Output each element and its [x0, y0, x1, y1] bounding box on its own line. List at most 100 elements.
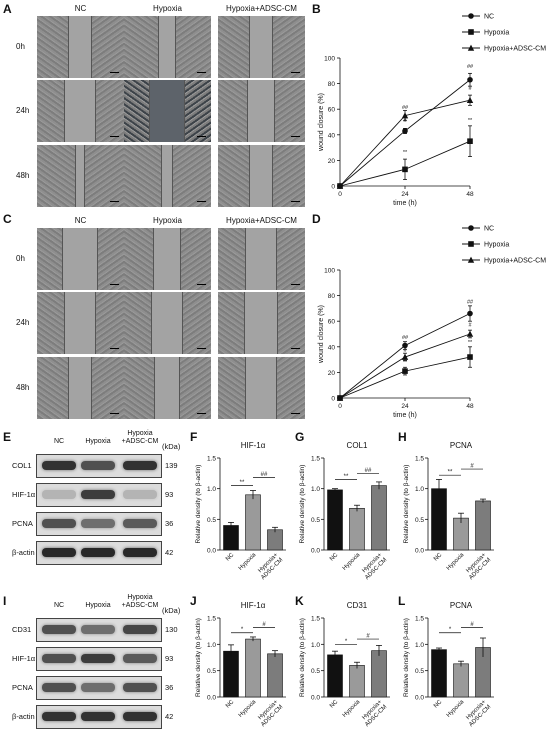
- bar: [431, 488, 447, 551]
- x-tick-label: NC: [329, 552, 340, 563]
- significance-mark: *: [345, 639, 348, 645]
- significance-mark: **: [403, 359, 408, 365]
- significance-mark: #: [468, 86, 472, 92]
- bar: [349, 665, 365, 698]
- micrograph-cell: [218, 16, 305, 78]
- kda-value: 36: [165, 519, 174, 528]
- scale-bar: [197, 413, 206, 414]
- lane-header: Hypoxia +ADSC-CM: [118, 430, 162, 446]
- data-point: [402, 166, 408, 173]
- western-blot-i: NC Hypoxia Hypoxia +ADSC-CM (kDa) CD31 130 HIF-…: [0, 594, 190, 737]
- significance-mark: #: [470, 464, 474, 470]
- lane-header: Hypoxia: [76, 438, 120, 446]
- bar-chart-l: PCNA 0.0 0.5 1.0 1.5 Relative density (to β-a…: [403, 601, 494, 728]
- column-header: Hypoxia: [153, 4, 182, 13]
- x-axis-label: time (h): [393, 200, 417, 207]
- lane-header-line: +ADSC-CM: [121, 602, 159, 609]
- cell-layer: [124, 357, 154, 419]
- x-tick-label-group: Hypoxia+ADSC-CM: [257, 699, 284, 728]
- micrograph-cell: [124, 357, 211, 419]
- panel-label-h: H: [398, 430, 407, 444]
- x-tick-label: Hypoxia: [342, 552, 362, 572]
- legend-marker: [467, 44, 475, 51]
- scale-bar: [197, 72, 206, 73]
- data-point: [336, 394, 344, 401]
- protein-band: [123, 490, 157, 499]
- protein-band: [123, 712, 157, 721]
- y-tick-label: 0.0: [415, 548, 424, 555]
- bar: [267, 653, 283, 698]
- data-point: [402, 368, 408, 374]
- cell-layer: [85, 145, 124, 207]
- row-label: 48h: [16, 383, 30, 392]
- blot-strip: [36, 618, 162, 642]
- significance-mark: #: [403, 118, 407, 124]
- lane-header-line: NC: [53, 602, 65, 609]
- significance-mark: **: [468, 118, 473, 124]
- x-tick-label-group: NC: [433, 699, 444, 710]
- y-tick-label: 0.5: [415, 517, 424, 524]
- scale-bar: [110, 413, 119, 414]
- y-tick-label: 0.5: [311, 517, 320, 524]
- wound-gap: [154, 357, 180, 419]
- blot-row-label: β-actin: [12, 712, 35, 721]
- micrograph-cell: [124, 145, 211, 207]
- wound-gap: [161, 145, 173, 207]
- protein-band: [123, 625, 157, 634]
- blot-strip: [36, 541, 162, 565]
- wound-gap: [68, 16, 92, 78]
- wound-gap: [245, 228, 277, 290]
- x-tick-label: Hypoxia: [238, 552, 258, 572]
- cell-layer: [277, 228, 305, 290]
- protein-band: [42, 519, 76, 528]
- lane-header-line: NC: [53, 438, 65, 445]
- x-tick-label: 24: [401, 191, 409, 198]
- kda-value: 42: [165, 712, 174, 721]
- scale-bar: [291, 72, 300, 73]
- data-point: [466, 330, 474, 337]
- scale-bar: [291, 284, 300, 285]
- scale-bar: [110, 201, 119, 202]
- kda-value: 42: [165, 548, 174, 557]
- y-tick-label: 0: [331, 184, 335, 191]
- significance-mark: ##: [467, 299, 474, 305]
- cell-layer: [124, 16, 158, 78]
- data-point: [402, 342, 408, 349]
- panel-label-g: G: [295, 430, 305, 444]
- significance-mark: **: [240, 480, 245, 486]
- x-tick-label: Hypoxia: [446, 552, 466, 572]
- blot-strip: [36, 647, 162, 671]
- y-axis-label: Relative density (to β-actin): [403, 465, 410, 544]
- cell-layer: [218, 16, 249, 78]
- panel-label-a: A: [3, 2, 12, 16]
- legend-entry: NC: [484, 226, 494, 233]
- line-chart-d: 0 20 40 60 80 100 0 24 48 time (h) wound closure (…: [318, 225, 546, 419]
- cell-layer: [92, 357, 124, 419]
- bar: [267, 529, 283, 551]
- x-tick-label-group: Hypoxia: [342, 552, 362, 572]
- x-axis-label: time (h): [393, 412, 417, 419]
- lane-header: NC: [37, 602, 81, 610]
- scale-bar: [291, 413, 300, 414]
- y-tick-label: 100: [324, 268, 335, 275]
- bar: [431, 649, 447, 698]
- protein-band: [81, 654, 115, 663]
- kda-header: (kDa): [162, 606, 181, 615]
- cell-layer: [277, 357, 305, 419]
- blot-row-label: COL1: [12, 461, 32, 470]
- column-header: Hypoxia+ADSC-CM: [226, 216, 297, 225]
- y-tick-label: 40: [328, 132, 336, 139]
- cell-layer: [124, 145, 161, 207]
- cell-layer: [96, 292, 124, 354]
- kda-value: 93: [165, 654, 174, 663]
- blot-row-label: HIF-1α: [12, 490, 36, 499]
- legend-entry: Hypoxia+ADSC-CM: [484, 258, 546, 265]
- x-tick-label: Hypoxia: [446, 699, 466, 719]
- wound-gap: [151, 292, 183, 354]
- x-tick-label-group: NC: [329, 552, 340, 563]
- x-tick-label: NC: [433, 699, 444, 710]
- cell-layer: [124, 228, 153, 290]
- wound-gap: [75, 145, 85, 207]
- y-tick-label: 1.0: [207, 642, 216, 649]
- x-tick-label-group: Hypoxia: [446, 552, 466, 572]
